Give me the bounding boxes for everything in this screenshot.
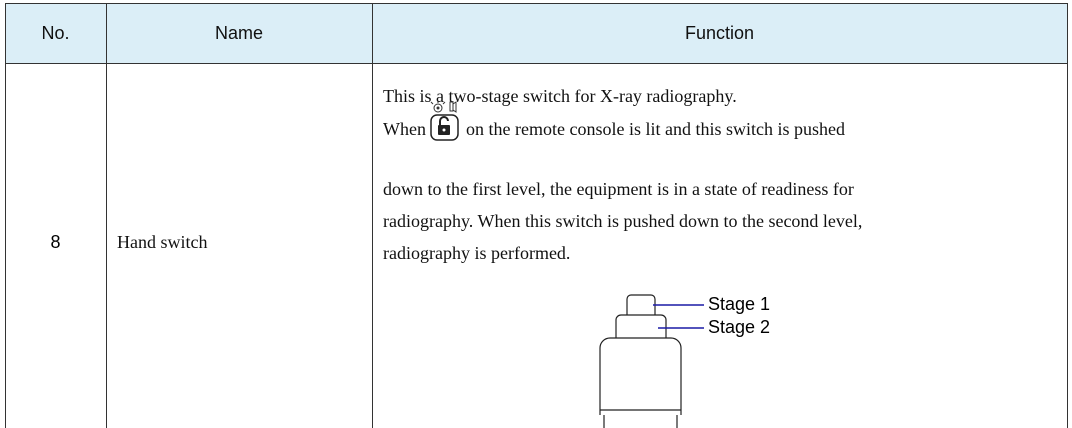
border <box>1067 3 1068 428</box>
border <box>5 3 6 428</box>
function-line: radiography is performed. <box>383 243 571 263</box>
stage-label: Stage 1 <box>708 294 771 314</box>
row-no: 8 <box>50 232 61 252</box>
function-after-icon: on the remote console is lit and this sw… <box>466 119 845 139</box>
remote-console-icon <box>430 101 459 141</box>
function-when: When <box>383 119 426 139</box>
function-intro: This is a two-stage switch for X-ray rad… <box>383 86 737 106</box>
stage-label: Stage 2 <box>708 317 771 337</box>
header-function: Function <box>372 3 1067 63</box>
function-line: radiography. When this switch is pushed … <box>383 211 863 231</box>
border <box>5 63 1068 64</box>
border <box>5 3 1068 4</box>
hand-switch-diagram <box>599 294 704 428</box>
header-name: Name <box>106 3 372 63</box>
header-no: No. <box>5 3 106 63</box>
border <box>106 3 107 428</box>
function-line: down to the first level, the equipment i… <box>383 179 854 199</box>
row-name: Hand switch <box>117 232 208 252</box>
border <box>372 3 373 428</box>
